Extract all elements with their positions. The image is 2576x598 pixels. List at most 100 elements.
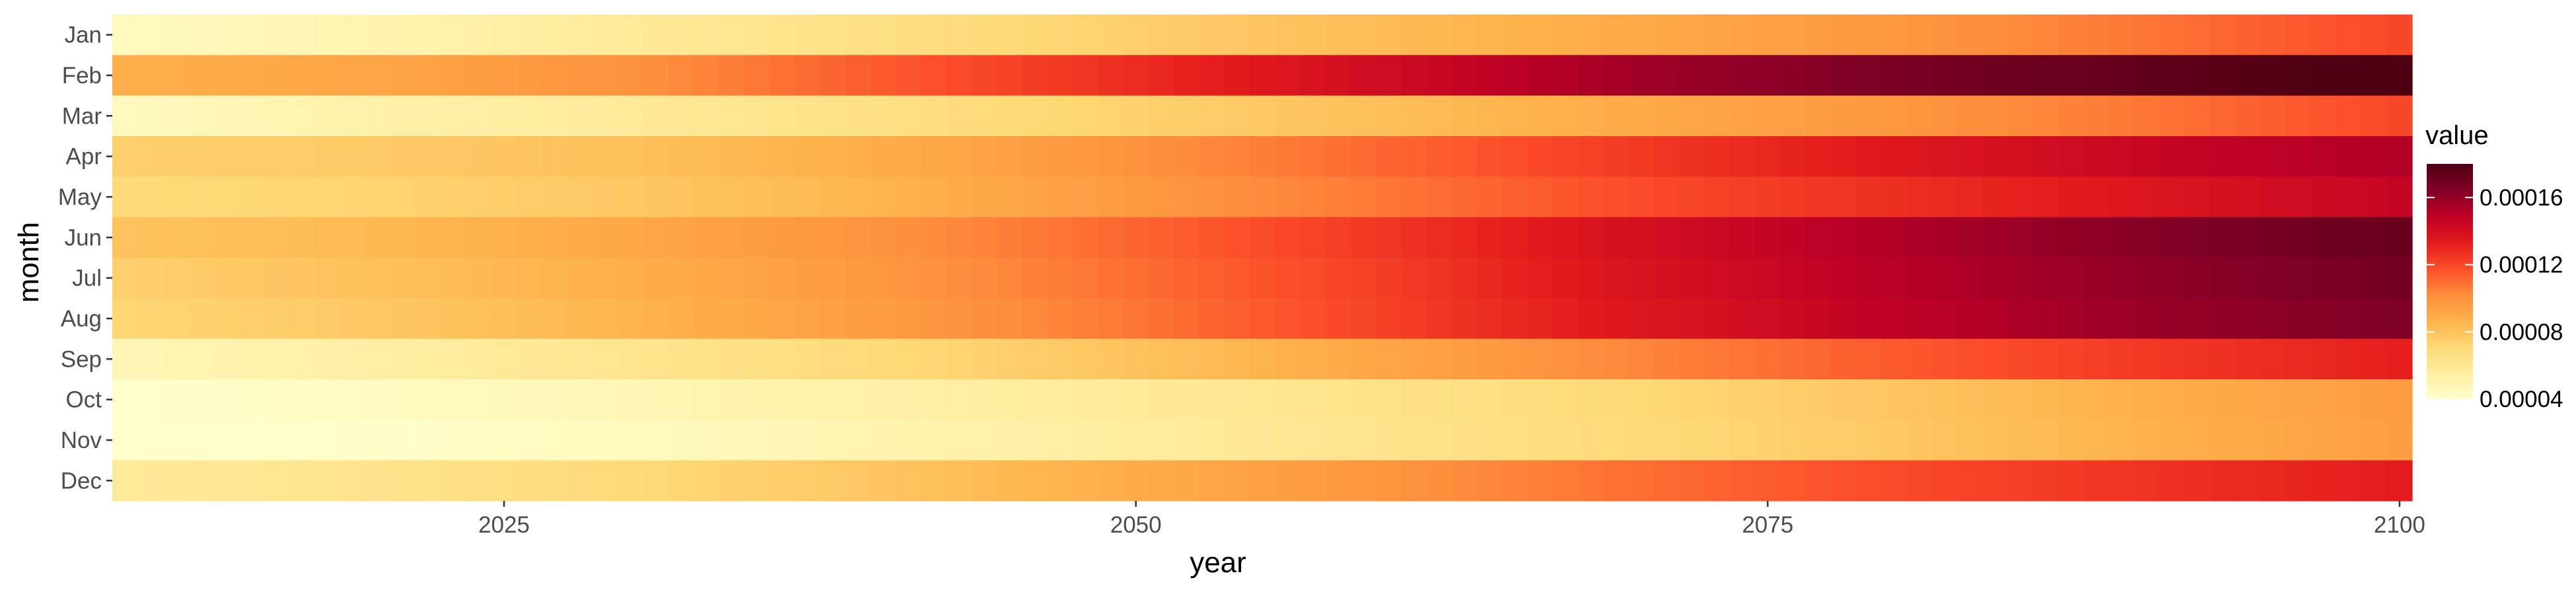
heatmap-cell (2235, 258, 2262, 299)
heatmap-cell (1300, 338, 1326, 380)
heatmap-cell (946, 420, 972, 461)
heatmap-cell (1451, 258, 1478, 299)
heatmap-cell (1350, 460, 1377, 502)
heatmap-cell (2007, 460, 2034, 502)
heatmap-cell (1755, 338, 1781, 380)
heatmap-cell (1654, 217, 1680, 258)
heatmap-cell (668, 460, 694, 502)
heatmap-cell (314, 95, 340, 137)
heatmap-cell (618, 379, 644, 420)
heatmap-cell (1805, 298, 1832, 340)
heatmap-cell (845, 258, 871, 299)
y-tick-label: Oct (66, 387, 102, 413)
heatmap-cell (1401, 217, 1427, 258)
heatmap-cell (567, 460, 593, 502)
heatmap-cell (2083, 55, 2110, 96)
heatmap-cell (795, 55, 820, 96)
heatmap-cell (769, 176, 795, 218)
heatmap-cell (466, 95, 492, 137)
heatmap-cell (2386, 298, 2413, 340)
heatmap-cell (1805, 258, 1832, 299)
x-tick-label: 2050 (1110, 512, 1162, 538)
heatmap-cell (567, 95, 593, 137)
heatmap-cell (415, 217, 442, 258)
heatmap-cell (2361, 217, 2388, 258)
heatmap-cell (137, 338, 164, 380)
heatmap-cell (1755, 55, 1781, 96)
heatmap-cell (1350, 15, 1377, 56)
heatmap-cell (2310, 460, 2337, 502)
heatmap-cell (1527, 379, 1554, 420)
heatmap-cell (1350, 298, 1377, 340)
heatmap-cell (1073, 460, 1098, 502)
heatmap-cell (1603, 15, 1629, 56)
heatmap-cell (1729, 258, 1756, 299)
heatmap-cell (491, 15, 517, 56)
heatmap-cell (390, 420, 416, 461)
heatmap-cell (1527, 460, 1554, 502)
heatmap-cell (340, 379, 366, 420)
heatmap-cell (238, 55, 265, 96)
heatmap-cell (971, 420, 997, 461)
heatmap-cell (289, 258, 315, 299)
heatmap-cell (1300, 420, 1326, 461)
heatmap-cell (390, 217, 416, 258)
heatmap-cell (2184, 55, 2211, 96)
heatmap-cell (1098, 379, 1124, 420)
heatmap-cell (1628, 379, 1655, 420)
heatmap-cell (820, 338, 846, 380)
heatmap-cell (769, 15, 795, 56)
heatmap-cell (1477, 136, 1503, 177)
heatmap-cell (896, 258, 922, 299)
legend-ticks: 0.00004 0.00008 0.00012 0.00016 (2427, 185, 2563, 412)
heatmap-cell (1224, 217, 1250, 258)
y-tick-label: Jun (65, 225, 102, 250)
heatmap-cell (1578, 298, 1604, 340)
heatmap-cell (2336, 217, 2363, 258)
heatmap-cell (1022, 420, 1048, 461)
heatmap-cell (2235, 55, 2262, 96)
heatmap-cell (491, 460, 517, 502)
x-tick-label: 2100 (2374, 512, 2425, 538)
heatmap-cell (1224, 338, 1250, 380)
heatmap-cell (2361, 176, 2388, 218)
heatmap-cell (415, 258, 442, 299)
heatmap-cell (1022, 258, 1048, 299)
heatmap-cell (1830, 55, 1857, 96)
heatmap-cell (188, 460, 214, 502)
heatmap-cell (1249, 298, 1275, 340)
heatmap-cell (1881, 460, 1908, 502)
heatmap-cell (2058, 136, 2085, 177)
heatmap-cell (1477, 379, 1503, 420)
heatmap-cell (1578, 95, 1604, 137)
heatmap-cell (112, 176, 138, 218)
heatmap-cell (2336, 420, 2363, 461)
heatmap-cell (1376, 55, 1402, 96)
heatmap-cell (643, 338, 669, 380)
heatmap-cell (162, 298, 189, 340)
heatmap-cell (1830, 95, 1857, 137)
heatmap-cell (1957, 298, 1984, 340)
heatmap-cell (946, 379, 972, 420)
heatmap-cell (2108, 379, 2135, 420)
heatmap-cell (1553, 95, 1579, 137)
heatmap-cell (2336, 176, 2363, 218)
heatmap-cell (1527, 420, 1554, 461)
heatmap-cell (542, 95, 568, 137)
heatmap-cell (2235, 217, 2262, 258)
heatmap-cell (1502, 217, 1528, 258)
heatmap-cell (1426, 176, 1452, 218)
heatmap-cell (390, 136, 416, 177)
heatmap-cell (517, 55, 543, 96)
heatmap-cell (795, 95, 820, 137)
heatmap-cell (1704, 136, 1731, 177)
heatmap-cell (1906, 298, 1933, 340)
heatmap-cell (1679, 15, 1705, 56)
heatmap-cell (466, 420, 492, 461)
heatmap-cell (668, 95, 694, 137)
heatmap-cell (1123, 136, 1149, 177)
heatmap-cell (1906, 258, 1933, 299)
heatmap-cell (668, 338, 694, 380)
heatmap-cell (289, 420, 315, 461)
heatmap-cell (2058, 379, 2085, 420)
